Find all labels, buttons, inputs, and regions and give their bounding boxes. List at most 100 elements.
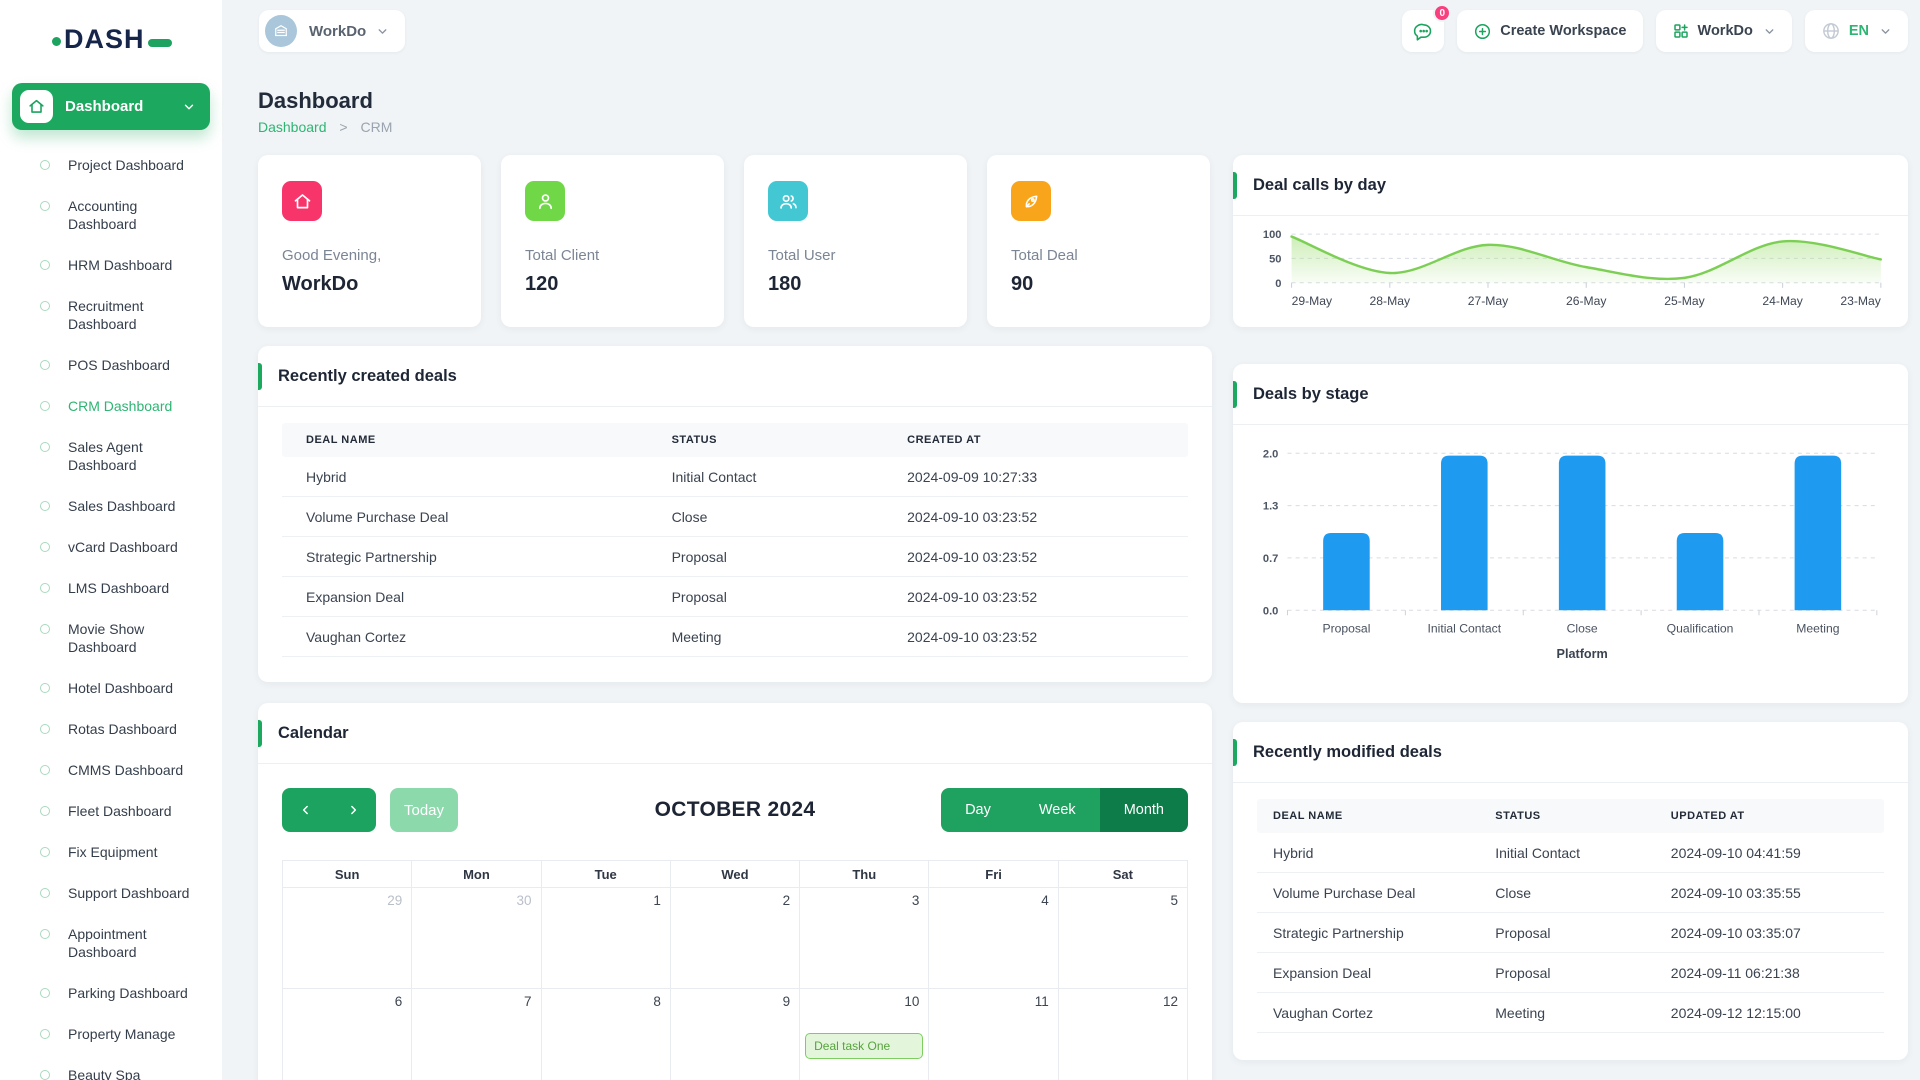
table-row[interactable]: Expansion Deal Proposal 2024-09-10 03:23… bbox=[282, 577, 1188, 617]
messages-button[interactable]: 0 bbox=[1402, 4, 1452, 52]
calendar-day-cell[interactable]: 11 bbox=[929, 989, 1059, 1080]
deal-name-cell: Hybrid bbox=[1273, 844, 1314, 861]
svg-text:0.0: 0.0 bbox=[1263, 605, 1278, 617]
workspace-menu-button[interactable]: WorkDo bbox=[1655, 10, 1792, 52]
stat-label: Good Evening, bbox=[282, 247, 382, 264]
sidebar-item[interactable]: Project Dashboard bbox=[0, 156, 222, 197]
sidebar-item[interactable]: Fleet Dashboard bbox=[0, 802, 222, 843]
calendar-day-cell[interactable]: 7 bbox=[412, 989, 542, 1080]
updated-at-cell: 2024-09-11 06:21:38 bbox=[1670, 964, 1800, 981]
table-row[interactable]: Volume Purchase Deal Close 2024-09-10 03… bbox=[1257, 873, 1884, 913]
users-icon bbox=[768, 181, 808, 221]
calendar-day-cell[interactable]: 5 bbox=[1058, 888, 1188, 989]
calendar-day-cell[interactable]: 6 bbox=[283, 989, 413, 1080]
sidebar-item[interactable]: POS Dashboard bbox=[0, 356, 222, 397]
sidebar-item[interactable]: Fix Equipment bbox=[0, 843, 222, 884]
view-day-button[interactable]: Day bbox=[941, 788, 1015, 832]
stat-value: WorkDo bbox=[282, 273, 359, 295]
today-button[interactable]: Today bbox=[390, 788, 459, 832]
stat-label: Total User bbox=[768, 247, 836, 264]
calendar-day-cell[interactable]: 9 bbox=[671, 989, 801, 1080]
breadcrumb-dashboard-link[interactable]: Dashboard bbox=[258, 119, 327, 135]
top-header: WorkDo 0 Create Workspace WorkDo EN bbox=[222, 0, 1920, 62]
stat-label: Total Deal bbox=[1011, 247, 1078, 264]
table-row[interactable]: Hybrid Initial Contact 2024-09-10 04:41:… bbox=[1257, 833, 1884, 873]
workspace-chip[interactable]: WorkDo bbox=[259, 10, 406, 52]
sidebar-item[interactable]: Appointment Dashboard bbox=[0, 925, 222, 984]
calendar-day-cell[interactable]: 10 Deal task One bbox=[800, 989, 930, 1080]
language-selector[interactable]: EN bbox=[1804, 10, 1908, 52]
view-week-button[interactable]: Week bbox=[1014, 788, 1100, 832]
bullet-circle-icon bbox=[40, 847, 50, 857]
sidebar-item[interactable]: vCard Dashboard bbox=[0, 538, 222, 579]
sidebar-item[interactable]: Rotas Dashboard bbox=[0, 720, 222, 761]
calendar-day-cell[interactable]: 8 bbox=[542, 989, 671, 1080]
status-cell: Initial Contact bbox=[671, 468, 757, 485]
user-icon bbox=[525, 181, 565, 221]
sidebar-item[interactable]: CRM Dashboard bbox=[0, 397, 222, 438]
accent-bar bbox=[1233, 172, 1237, 199]
status-cell: Proposal bbox=[1495, 964, 1551, 981]
table-row[interactable]: Vaughan Cortez Meeting 2024-09-10 03:23:… bbox=[282, 617, 1188, 657]
svg-text:2.0: 2.0 bbox=[1263, 448, 1278, 460]
stats-row: Good Evening, WorkDo Total Client 120 To… bbox=[258, 155, 1210, 327]
chevron-down-icon bbox=[378, 28, 387, 34]
calendar-day-cell[interactable]: 4 bbox=[929, 888, 1059, 989]
view-month-button[interactable]: Month bbox=[1099, 788, 1188, 832]
sidebar-item[interactable]: Support Dashboard bbox=[0, 884, 222, 925]
next-month-button[interactable] bbox=[329, 788, 376, 832]
sidebar-item[interactable]: Hotel Dashboard bbox=[0, 679, 222, 720]
svg-text:Meeting: Meeting bbox=[1796, 621, 1839, 635]
sidebar-item[interactable]: Accounting Dashboard bbox=[0, 197, 222, 256]
sidebar-item[interactable]: Sales Agent Dashboard bbox=[0, 438, 222, 497]
sidebar-item[interactable]: Movie Show Dashboard bbox=[0, 620, 222, 679]
sidebar-item[interactable]: Property Manage bbox=[0, 1025, 222, 1066]
weekday-header: Mon bbox=[412, 861, 542, 888]
svg-text:27-May: 27-May bbox=[1468, 294, 1509, 308]
status-cell: Proposal bbox=[1495, 924, 1551, 941]
sidebar-item[interactable]: HRM Dashboard bbox=[0, 256, 222, 297]
svg-text:28-May: 28-May bbox=[1370, 294, 1411, 308]
sidebar-item[interactable]: Recruitment Dashboard bbox=[0, 297, 222, 356]
table-row[interactable]: Volume Purchase Deal Close 2024-09-10 03… bbox=[282, 497, 1188, 537]
sidebar-menu: Project Dashboard Accounting Dashboard H… bbox=[0, 130, 222, 1080]
card-title: Deal calls by day bbox=[1253, 175, 1386, 194]
sidebar-item[interactable]: LMS Dashboard bbox=[0, 579, 222, 620]
calendar-day-cell[interactable]: 1 bbox=[541, 888, 671, 989]
created-at-cell: 2024-09-10 03:23:52 bbox=[907, 508, 1038, 525]
sidebar-item[interactable]: CMMS Dashboard bbox=[0, 761, 222, 802]
calendar-day-cell[interactable]: 3 bbox=[800, 888, 930, 989]
deal-name-cell: Hybrid bbox=[306, 468, 347, 485]
sidebar-item-label: vCard Dashboard bbox=[68, 539, 178, 555]
sidebar-item-label: CMMS Dashboard bbox=[68, 762, 184, 778]
status-cell: Initial Contact bbox=[1495, 844, 1581, 861]
create-workspace-button[interactable]: Create Workspace bbox=[1457, 10, 1643, 52]
calendar-day-cell[interactable]: 12 bbox=[1059, 989, 1188, 1080]
status-cell: Meeting bbox=[1495, 1004, 1546, 1021]
calendar-event[interactable]: Deal task One bbox=[805, 1033, 924, 1059]
bullet-circle-icon bbox=[40, 806, 50, 816]
calendar-toolbar: OCTOBER 2024 Today Day Week Month bbox=[258, 764, 1212, 832]
calendar-day-cell[interactable]: 2 bbox=[670, 888, 801, 989]
sidebar-item-dashboard-active[interactable]: Dashboard bbox=[12, 83, 210, 130]
sidebar-item[interactable]: Parking Dashboard bbox=[0, 984, 222, 1025]
sidebar-item[interactable]: Sales Dashboard bbox=[0, 497, 222, 538]
sidebar-item[interactable]: Beauty Spa Dashboard bbox=[0, 1066, 222, 1080]
table-row[interactable]: Expansion Deal Proposal 2024-09-11 06:21… bbox=[1257, 953, 1884, 993]
table-row[interactable]: Strategic Partnership Proposal 2024-09-1… bbox=[1257, 913, 1884, 953]
stat-card-total-deal: Total Deal 90 bbox=[987, 155, 1210, 327]
table-row[interactable]: Vaughan Cortez Meeting 2024-09-12 12:15:… bbox=[1257, 993, 1884, 1033]
table-row[interactable]: Hybrid Initial Contact 2024-09-09 10:27:… bbox=[282, 457, 1188, 497]
breadcrumb-separator: > bbox=[339, 119, 348, 135]
brand-logo[interactable]: DASH bbox=[0, 0, 222, 55]
prev-month-button[interactable] bbox=[282, 788, 329, 832]
created-at-cell: 2024-09-10 03:23:52 bbox=[907, 548, 1038, 565]
calendar-day-cell[interactable]: 29 bbox=[283, 888, 413, 989]
workspace-menu-label: WorkDo bbox=[1697, 23, 1753, 39]
stat-value: 180 bbox=[768, 273, 802, 295]
table-row[interactable]: Strategic Partnership Proposal 2024-09-1… bbox=[282, 537, 1188, 577]
deal-name-cell: Vaughan Cortez bbox=[306, 628, 407, 645]
calendar-day-cell[interactable]: 30 bbox=[412, 888, 542, 989]
updated-at-cell: 2024-09-10 03:35:07 bbox=[1670, 924, 1801, 941]
breadcrumb-current: CRM bbox=[360, 119, 393, 135]
